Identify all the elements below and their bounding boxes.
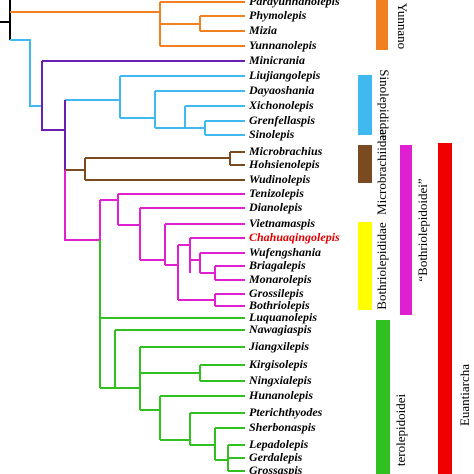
- group-bar: [358, 222, 372, 310]
- root-branch: [0, 0, 11, 40]
- taxon-label: Sinolepis: [249, 127, 295, 141]
- taxon-label: Kirgisolepis: [248, 357, 308, 371]
- group-bar: [358, 145, 372, 183]
- taxon-label: Yunnanolepis: [249, 38, 317, 52]
- taxon-labels: ParayunnanolepisPhymolepisMiziaYunnanole…: [248, 0, 340, 474]
- sinolepid-branches: [10, 39, 245, 136]
- taxon-label: Parayunnanolepis: [249, 0, 340, 8]
- taxon-label: Microbrachius: [248, 144, 323, 158]
- bothriolepid-branches: [64, 170, 245, 307]
- group-label: Sinolepididae: [377, 69, 392, 141]
- group-bar: [400, 145, 412, 315]
- asterolepid-branches: [99, 240, 245, 472]
- group-bars: [358, 0, 452, 474]
- taxon-label: Pterichthyodes: [249, 405, 323, 419]
- group-label: Yunnano: [395, 3, 410, 49]
- minicrania-branch: [41, 60, 245, 170]
- taxon-label: Grossilepis: [249, 286, 304, 300]
- tree: [0, 0, 245, 472]
- taxon-label: Wudinolepis: [249, 172, 311, 186]
- group-bar: [376, 320, 390, 474]
- taxon-label: Xichonolepis: [248, 98, 314, 112]
- taxon-label: Sherbonaspis: [249, 420, 316, 434]
- taxon-label: Lepadolepis: [248, 437, 309, 451]
- taxon-label: Hohsienolepis: [248, 157, 320, 171]
- group-bar: [376, 0, 388, 50]
- group-bar: [358, 75, 372, 135]
- taxon-label: Jiangxilepis: [248, 339, 309, 353]
- taxon-label: Minicrania: [248, 53, 305, 67]
- microbrachiid-branches: [65, 151, 245, 181]
- taxon-label: Chahuaqingolepis: [249, 230, 340, 244]
- group-bar: [438, 143, 452, 474]
- taxon-label: Nawagiaspis: [248, 322, 312, 336]
- taxon-label: Dianolepis: [248, 200, 303, 214]
- taxon-label: Luquanolepis: [248, 310, 317, 324]
- yunnanolepid-branches: [10, 1, 245, 47]
- taxon-label: Hunanolepis: [248, 388, 313, 402]
- taxon-label: Grossaspis: [249, 463, 303, 474]
- taxon-label: Tenizolepis: [249, 186, 304, 200]
- taxon-label: Bothriolepis: [248, 298, 310, 312]
- taxon-label: Vietnamaspis: [249, 216, 315, 230]
- taxon-label: Monarolepis: [248, 272, 312, 286]
- taxon-label: Wufengshania: [249, 245, 321, 259]
- taxon-label: Mizia: [248, 23, 277, 37]
- group-label: Euantiarcha: [457, 364, 472, 426]
- group-label: “Bothriolepidoidei”: [415, 178, 430, 281]
- group-label: Bothriolepididae: [374, 222, 389, 310]
- taxon-label: Dayaoshania: [248, 83, 314, 97]
- taxon-label: Ningxialepis: [248, 373, 312, 387]
- taxon-label: Liujiangolepis: [248, 68, 321, 82]
- group-label: Microbrachiidae: [374, 129, 389, 215]
- taxon-label: Grenfellaspis: [249, 113, 315, 127]
- group-label: terolepidoidei: [393, 394, 408, 467]
- taxon-label: Gerdalepis: [249, 450, 303, 464]
- taxon-label: Briagalepis: [248, 258, 306, 272]
- taxon-label: Phymolepis: [249, 8, 307, 22]
